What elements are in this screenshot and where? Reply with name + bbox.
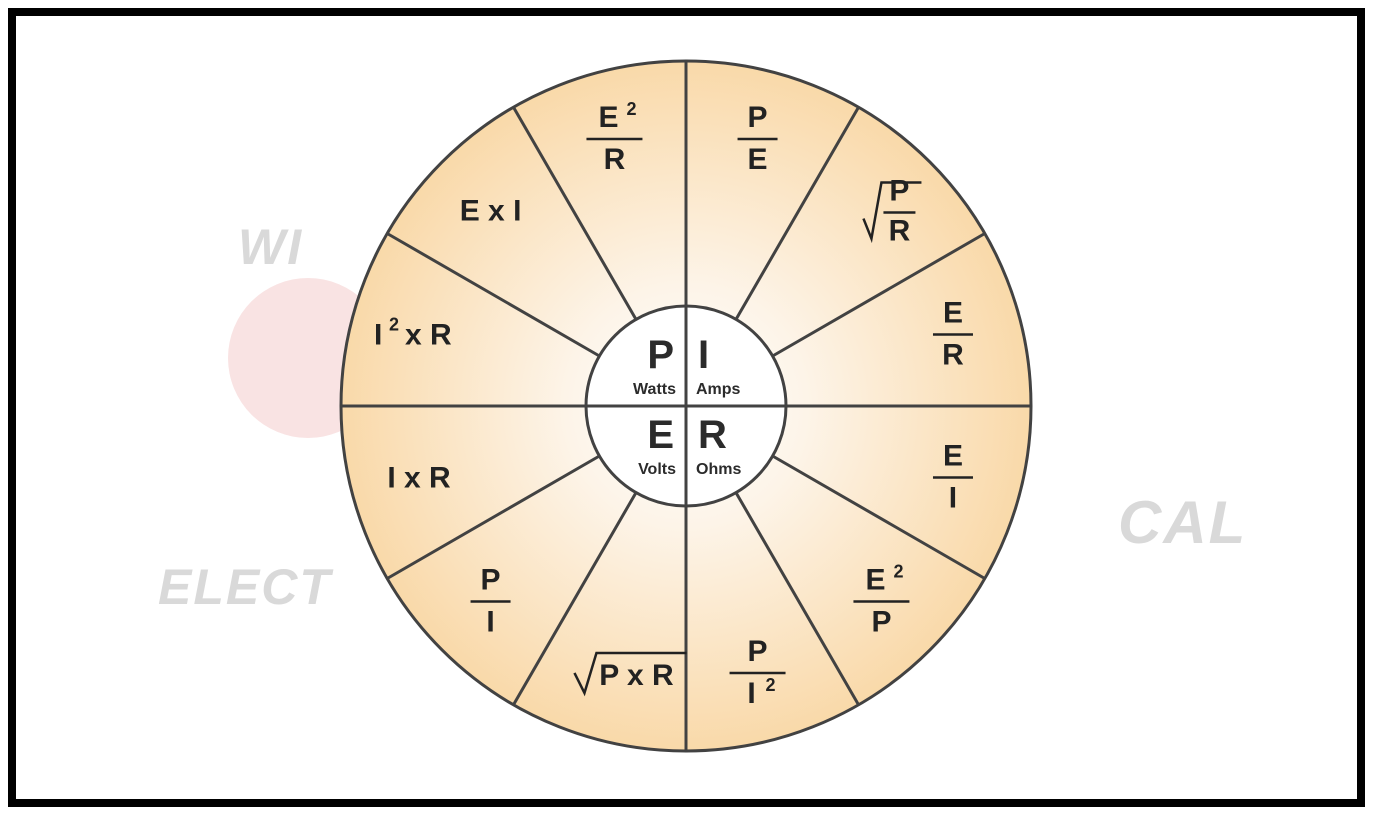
svg-text:I x R: I x R	[387, 462, 451, 495]
svg-text:P: P	[481, 563, 501, 596]
svg-text:E: E	[943, 440, 963, 473]
svg-text:2: 2	[389, 314, 399, 334]
svg-text:E: E	[748, 143, 768, 176]
svg-text:I: I	[747, 677, 755, 710]
svg-text:E: E	[943, 296, 963, 329]
svg-text:E: E	[865, 563, 885, 596]
svg-text:R: R	[604, 143, 626, 176]
svg-text:I: I	[698, 333, 709, 377]
svg-text:P: P	[871, 605, 891, 638]
svg-text:I: I	[374, 318, 382, 351]
svg-text:E x I: E x I	[460, 195, 522, 228]
svg-text:P: P	[748, 635, 768, 668]
svg-text:2: 2	[766, 675, 776, 695]
svg-text:R: R	[698, 413, 727, 457]
svg-text:2: 2	[893, 561, 903, 581]
svg-text:P x R: P x R	[599, 659, 674, 692]
svg-text:2: 2	[626, 99, 636, 119]
svg-text:E: E	[598, 101, 618, 134]
formula-E-165: I x R	[387, 462, 451, 495]
svg-text:I: I	[949, 482, 957, 515]
ohms-law-wheel: PWattsIAmpsEVoltsROhms E2RE x II2x RPEPR…	[16, 16, 1357, 799]
svg-text:R: R	[942, 338, 964, 371]
svg-text:I: I	[486, 605, 494, 638]
svg-text:P: P	[748, 101, 768, 134]
outer-frame: WI ELECT CAL PWattsIAmpsEVoltsROhms E2RE…	[8, 8, 1365, 807]
svg-text:Amps: Amps	[696, 381, 741, 398]
svg-text:Watts: Watts	[633, 381, 676, 398]
svg-text:Ohms: Ohms	[696, 461, 741, 478]
svg-text:R: R	[889, 215, 911, 248]
svg-text:x R: x R	[405, 318, 452, 351]
svg-text:P: P	[647, 333, 674, 377]
svg-text:E: E	[647, 413, 674, 457]
formula-P--135: E x I	[460, 195, 522, 228]
svg-text:Volts: Volts	[638, 461, 676, 478]
svg-text:P: P	[889, 175, 909, 208]
